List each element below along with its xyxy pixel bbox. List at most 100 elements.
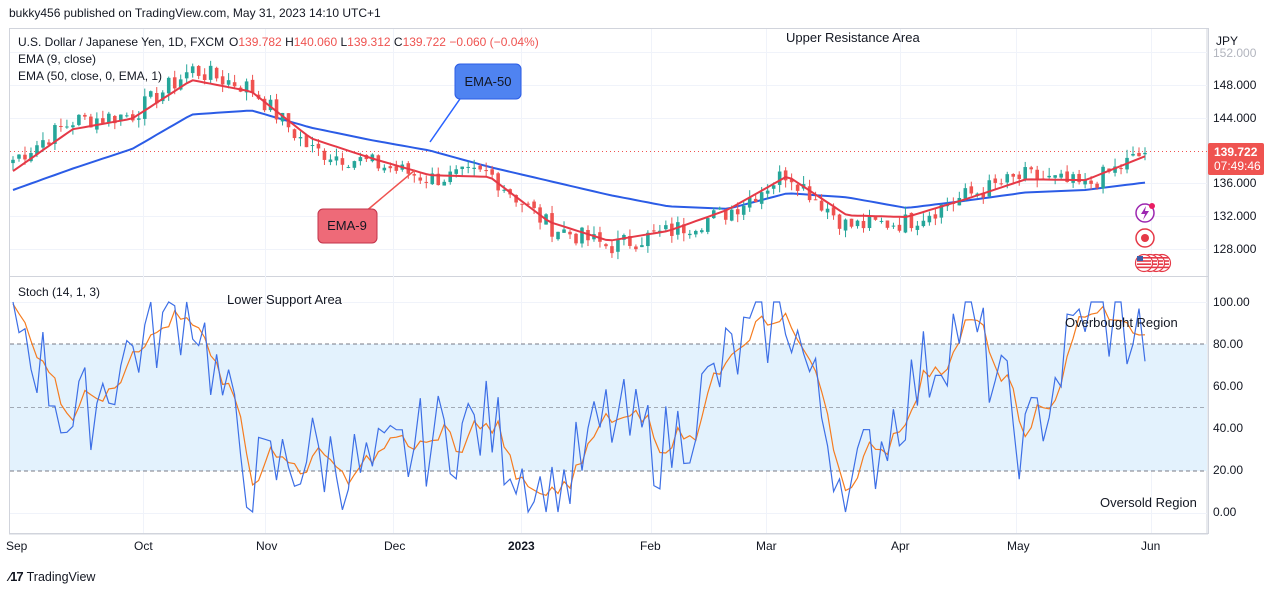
ema9-line[interactable] [12, 79, 1146, 242]
candle-body [418, 177, 423, 181]
candle-body [723, 209, 728, 220]
candle [1047, 167, 1051, 179]
flag-stripe [1137, 257, 1151, 259]
candle-body [843, 219, 848, 231]
ema50-callout-box [454, 63, 522, 100]
flag-canton [1137, 256, 1143, 261]
candle [819, 194, 824, 212]
lightning-alert-icon[interactable] [1135, 203, 1155, 223]
candle [196, 64, 201, 80]
candle-body [1143, 152, 1147, 155]
target-record-icon[interactable] [1135, 228, 1155, 248]
candle-body [208, 65, 213, 80]
time-tick: Dec [384, 539, 405, 553]
candle-body [490, 169, 494, 175]
bar-countdown: 07:49:46 [1214, 159, 1261, 173]
candle [891, 222, 896, 229]
candle-body [891, 225, 896, 227]
legend-c-label: C [394, 35, 403, 49]
candles-layer [11, 60, 1147, 260]
time-axis[interactable]: Sep Oct Nov Dec 2023 Feb Mar Apr May Jun [6, 539, 1160, 553]
candle-body [1083, 179, 1087, 185]
ema50-callout[interactable]: EMA-50 [429, 63, 522, 143]
candle-body [1065, 171, 1069, 182]
candle [208, 60, 213, 84]
ema50-line[interactable] [12, 109, 1146, 210]
candle [292, 128, 297, 141]
candle-body [1053, 175, 1057, 178]
candle-body [520, 203, 524, 205]
stoch-tick: 100.00 [1213, 295, 1250, 309]
candle-body [298, 137, 303, 139]
candle [352, 160, 357, 170]
candle-body [705, 218, 710, 232]
legend-ohlc: O139.782 H140.060 L139.312 C139.722 −0.0… [229, 35, 539, 49]
price-axis[interactable]: 152.000 148.000 144.000 136.000 132.000 … [1213, 46, 1257, 256]
candle [298, 131, 303, 147]
candle-body [226, 80, 231, 85]
candle [11, 156, 15, 171]
candle-body [699, 230, 704, 233]
candle-body [1035, 169, 1039, 180]
candle-body [262, 98, 267, 111]
candle-body [430, 173, 435, 185]
candle-body [244, 81, 249, 93]
stoch-k-line[interactable] [12, 301, 1146, 514]
candle [244, 78, 249, 101]
candle-body [304, 135, 309, 148]
candle [190, 63, 195, 78]
ema9-callout[interactable]: EMA-9 [317, 169, 416, 244]
tradingview-footer[interactable]: ⁄17 TradingView [9, 569, 95, 584]
candle [148, 90, 153, 99]
candle-body [11, 159, 15, 164]
candle [101, 110, 105, 124]
candle-body [160, 92, 165, 102]
candle-body [1095, 183, 1099, 188]
candle-body [783, 170, 788, 181]
candle-body [765, 190, 770, 194]
candle [424, 175, 429, 189]
stoch-tick: 40.00 [1213, 421, 1243, 435]
legend-open: 139.782 [238, 35, 282, 49]
candle [885, 220, 890, 230]
candle-body [939, 204, 944, 218]
candle-body [556, 231, 560, 240]
candle-body [873, 217, 878, 220]
candle-body [993, 178, 998, 183]
price-tick: 136.000 [1213, 176, 1257, 190]
legend-ema9[interactable]: EMA (9, close) [18, 52, 96, 66]
candle [993, 174, 998, 190]
candle [1059, 169, 1063, 180]
us-flag-icons[interactable] [1134, 253, 1172, 273]
candle [466, 161, 470, 174]
last-price-value: 139.722 [1214, 145, 1258, 159]
stoch-tick: 80.00 [1213, 337, 1243, 351]
candle-body [47, 142, 51, 145]
candle-body [526, 203, 530, 205]
candle [795, 183, 800, 197]
candle [574, 232, 578, 246]
candle [550, 205, 554, 243]
candle [1041, 170, 1045, 180]
candle [160, 90, 165, 104]
candle-body [789, 179, 794, 183]
candle [53, 123, 57, 150]
candle [849, 218, 854, 229]
candle-body [448, 171, 453, 183]
candle-body [41, 140, 45, 148]
candle [1029, 165, 1033, 174]
candle-body [735, 209, 740, 215]
stoch-legend[interactable]: Stoch (14, 1, 3) [18, 285, 100, 299]
candle-body [1017, 174, 1022, 180]
candle-body [777, 171, 782, 185]
candle [664, 220, 668, 232]
legend-symbol: U.S. Dollar / Japanese Yen, 1D, FXCM [18, 35, 224, 49]
stoch-axis[interactable]: 100.00 80.00 60.00 40.00 20.00 0.00 [1213, 295, 1250, 519]
upper-resistance-label: Upper Resistance Area [786, 30, 920, 45]
legend-ema50[interactable]: EMA (50, close, 0, EMA, 1) [18, 69, 162, 83]
candle-body [646, 232, 650, 247]
candle-body [909, 212, 914, 229]
candle [981, 187, 986, 204]
candle-body [562, 229, 566, 233]
